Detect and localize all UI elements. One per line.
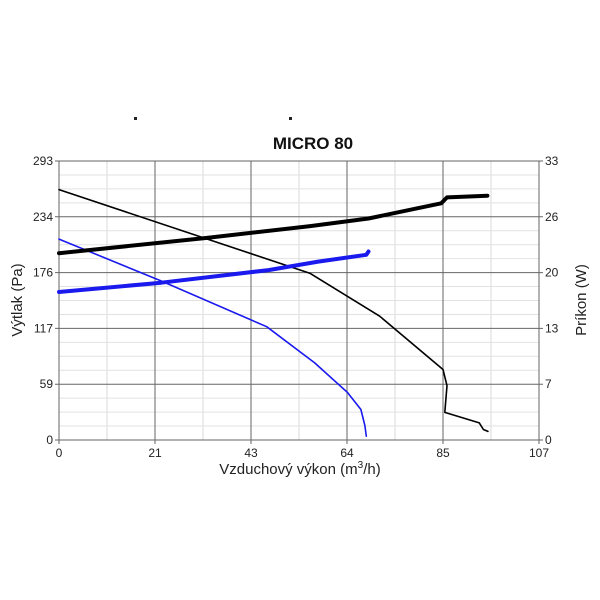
y2-tick-label: 13 (545, 321, 559, 335)
x-tick-label: 64 (340, 446, 354, 460)
y2-tick-label: 20 (545, 266, 559, 280)
x-axis-label: Vzduchový výkon (m3/h) (219, 460, 380, 478)
grid (55, 160, 543, 444)
series-pressure-black (58, 188, 489, 433)
y-tick-label: 176 (33, 266, 53, 280)
series-power-blue (57, 249, 371, 294)
y-tick-label: 234 (33, 210, 53, 224)
series-lines (57, 188, 490, 438)
x-tick-label: 43 (244, 446, 258, 460)
y-tick-label: 0 (46, 433, 53, 447)
x-tick-label: 107 (529, 446, 549, 460)
series-power-black (57, 193, 490, 256)
y2-tick-label: 7 (545, 377, 552, 391)
x-tick-label: 0 (56, 446, 63, 460)
y2-tick-label: 0 (545, 433, 552, 447)
series-pressure-blue (58, 238, 368, 438)
y2-tick-label: 33 (545, 154, 559, 168)
y-tick-label: 293 (33, 154, 53, 168)
top-mark-1 (134, 117, 137, 120)
y-tick-label: 59 (40, 377, 54, 391)
y2-tick-label: 26 (545, 210, 559, 224)
y-axis-label: Výtlak (Pa) (9, 263, 26, 336)
chart-title: MICRO 80 (273, 134, 353, 153)
x-tick-label: 85 (436, 446, 450, 460)
y-tick-label: 117 (34, 321, 53, 335)
y2-axis-label: Príkon (W) (573, 264, 590, 336)
top-mark-2 (289, 117, 292, 120)
x-tick-label: 21 (148, 446, 162, 460)
